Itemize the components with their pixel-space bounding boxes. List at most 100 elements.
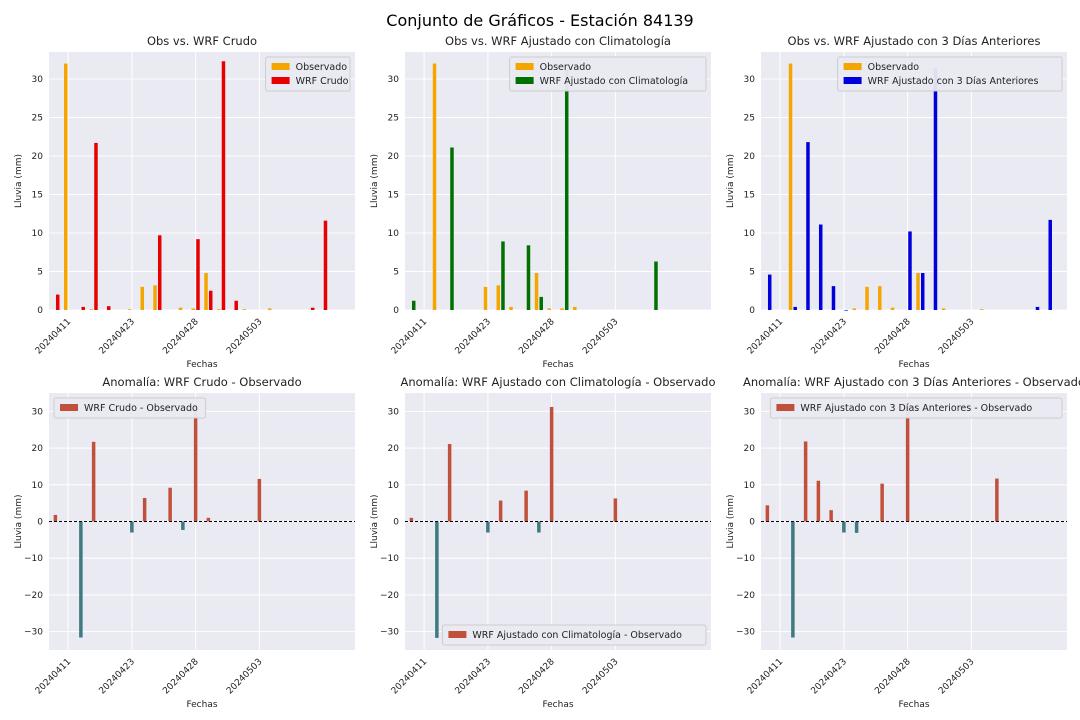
bar	[142, 498, 147, 522]
bar	[435, 521, 439, 638]
legend-swatch	[843, 63, 862, 70]
y-tick-label: 5	[37, 267, 43, 277]
y-tick-label: 25	[388, 113, 399, 123]
bar	[242, 309, 247, 310]
bar	[880, 483, 884, 522]
bar	[310, 307, 315, 310]
legend-label: WRF Ajustado con Climatología - Observad…	[472, 630, 682, 641]
y-tick-label: 30	[32, 407, 44, 417]
y-axis-label: Lluvia (mm)	[370, 495, 380, 549]
bar	[831, 286, 836, 310]
y-tick-label: −10	[380, 554, 399, 564]
x-tick-label: 20240503	[581, 657, 620, 696]
y-tick-label: 15	[744, 190, 755, 200]
y-tick-label: −20	[24, 591, 43, 601]
bar	[140, 286, 145, 310]
panel-title: Obs vs. WRF Ajustado con 3 Días Anterior…	[788, 34, 1041, 48]
bar	[498, 500, 503, 522]
panel-1: 0 5 10 15 20 25 30 20240411 20240423 20240428 2024…	[14, 34, 355, 370]
bar	[806, 142, 810, 310]
legend-swatch	[271, 77, 290, 84]
y-tick-label: 20	[32, 444, 44, 454]
x-tick-label: 20240423	[810, 657, 849, 696]
y-tick-label: 30	[744, 407, 756, 417]
x-tick-label: 20240503	[581, 317, 620, 356]
y-tick-label: 10	[388, 481, 400, 491]
bar	[765, 505, 770, 522]
bar	[181, 521, 185, 530]
bar	[829, 510, 833, 522]
y-tick-label: 10	[32, 481, 44, 491]
plot-area	[49, 52, 355, 310]
x-axis-label: Fechas	[542, 700, 573, 710]
panel-6: −30 −20 −10 0 10 20 30 20240411 20240423 20240428…	[726, 375, 1080, 710]
bar	[157, 235, 162, 310]
x-tick-label: 20240411	[34, 317, 73, 356]
x-tick-label: 20240428	[873, 657, 913, 697]
legend-box	[53, 397, 207, 419]
bar	[447, 444, 452, 522]
y-tick-label: −30	[736, 628, 755, 638]
bar	[537, 521, 541, 533]
x-tick-label: 20240423	[454, 317, 493, 356]
bar	[450, 147, 454, 310]
bar	[509, 306, 513, 310]
x-axis-label: Fechas	[186, 360, 217, 370]
legend-swatch	[515, 77, 534, 84]
bar	[483, 286, 488, 310]
bar	[208, 290, 213, 310]
y-tick-label: 15	[388, 190, 399, 200]
y-tick-label: 10	[388, 229, 400, 239]
y-axis-label: Lluvia (mm)	[14, 495, 24, 549]
bar	[432, 63, 437, 310]
bar	[206, 517, 211, 522]
x-tick-label: 20240503	[937, 317, 976, 356]
y-tick-label: 20	[32, 152, 44, 162]
panel-2: 0 5 10 15 20 25 30 20240411 20240423 20240428 2024…	[370, 34, 711, 370]
bar	[865, 286, 869, 310]
bar	[1048, 219, 1052, 310]
bar	[613, 498, 618, 522]
bar	[153, 285, 157, 310]
bar	[81, 306, 85, 310]
y-tick-label: 20	[744, 152, 756, 162]
bar	[878, 286, 882, 310]
bar	[64, 63, 68, 310]
y-tick-label: 0	[749, 518, 755, 528]
x-tick-label: 20240423	[98, 657, 137, 696]
y-tick-label: 0	[393, 306, 399, 316]
panel-5: −30 −20 −10 0 10 20 30 20240411 20240423 20240428…	[370, 375, 716, 710]
panel-4: −30 −20 −10 0 10 20 30 20240411 20240423 20240428…	[14, 375, 355, 710]
legend-box	[509, 56, 707, 92]
bar	[91, 441, 96, 522]
bar	[549, 406, 554, 522]
legend-label: WRF Ajustado con 3 Días Anteriores - Obs…	[800, 403, 1032, 414]
y-tick-label: 30	[388, 407, 400, 417]
bar	[106, 306, 111, 310]
y-axis-label: Lluvia (mm)	[370, 154, 380, 208]
bar	[1035, 306, 1040, 310]
y-tick-label: 20	[388, 444, 400, 454]
plot-area	[405, 52, 711, 310]
bar	[79, 521, 83, 638]
y-axis-label: Lluvia (mm)	[726, 154, 736, 208]
legend-label: WRF Crudo - Observado	[84, 403, 198, 414]
x-tick-label: 20240428	[517, 657, 557, 697]
legend-label: WRF Ajustado con Climatología	[540, 76, 689, 87]
bar	[534, 273, 539, 310]
plot-area	[761, 52, 1067, 310]
bar	[908, 231, 912, 310]
bar	[793, 306, 797, 310]
bar	[53, 514, 58, 522]
x-tick-label: 20240428	[161, 657, 201, 697]
x-tick-label: 20240503	[225, 317, 264, 356]
x-axis-label: Fechas	[542, 360, 573, 370]
y-tick-label: 0	[37, 518, 43, 528]
x-tick-label: 20240503	[937, 657, 976, 696]
bar	[323, 220, 328, 310]
bar	[127, 309, 132, 310]
y-tick-label: 20	[388, 152, 400, 162]
bar	[791, 521, 795, 638]
legend-swatch	[448, 631, 467, 638]
x-tick-label: 20240428	[161, 317, 201, 357]
